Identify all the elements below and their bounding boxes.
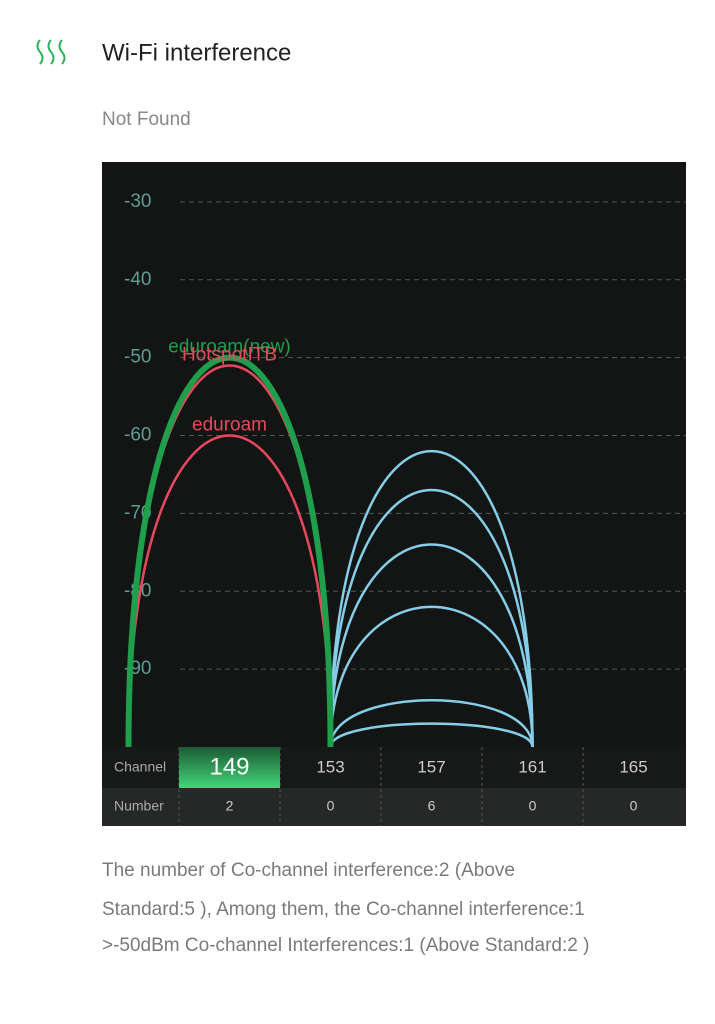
- signal-arc: [125, 354, 334, 748]
- number-label: 6: [428, 798, 436, 814]
- network-label: HotspotITB: [182, 344, 277, 365]
- signal-arc: [329, 722, 534, 748]
- footer-line: >-50dBm Co-channel Interferences:1 (Abov…: [102, 935, 589, 956]
- channel-label: 153: [316, 757, 344, 776]
- row-label: Number: [114, 798, 164, 814]
- y-tick-label: -50: [124, 347, 151, 368]
- y-tick-label: -40: [124, 269, 151, 290]
- number-label: 0: [327, 798, 335, 814]
- chart-bg: [102, 162, 686, 826]
- y-tick-label: -30: [124, 191, 151, 212]
- row-label: Channel: [114, 759, 166, 775]
- network-label: eduroam(new): [168, 337, 291, 358]
- wifi-icon: [36, 39, 66, 65]
- signal-arc: [329, 488, 534, 748]
- signal-arc: [329, 543, 534, 748]
- network-label: eduroam: [192, 415, 267, 436]
- signal-arc: [127, 434, 332, 748]
- footer-line: The number of Co-channel interference:2 …: [102, 860, 515, 881]
- channel-label: 149: [209, 753, 249, 780]
- channel-label: 157: [417, 757, 445, 776]
- y-tick-label: -60: [124, 425, 151, 446]
- number-label: 2: [226, 798, 234, 814]
- number-label: 0: [529, 798, 537, 814]
- signal-arc: [329, 449, 534, 748]
- status: Not Found: [102, 109, 191, 130]
- signal-arc: [329, 699, 534, 748]
- number-label: 0: [630, 798, 638, 814]
- channel-label: 161: [518, 757, 546, 776]
- title: Wi-Fi interference: [102, 39, 291, 66]
- channel-highlight: [179, 747, 280, 788]
- footer-line: Standard:5 ), Among them, the Co-channel…: [102, 899, 585, 920]
- signal-arc: [329, 605, 534, 748]
- number-row: [102, 788, 686, 826]
- channel-label: 165: [619, 757, 647, 776]
